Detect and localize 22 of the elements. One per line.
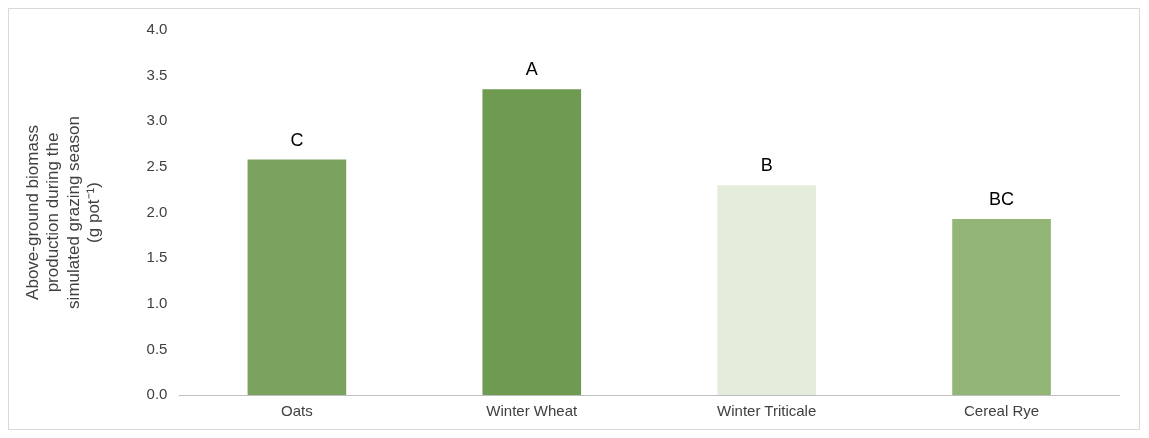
x-tick-label: Winter Triticale [717,402,817,420]
annotation: C [290,129,304,150]
annotation: B [760,155,773,176]
y-tick-label: 3.0 [146,111,168,129]
annotation: A [525,59,538,80]
x-tick-label: Winter Wheat [486,402,579,420]
x-tick-label: Cereal Rye [964,402,1040,420]
bar [717,185,816,395]
bar [952,218,1051,395]
y-tick-label: 0.0 [146,385,168,403]
y-tick-label: 0.5 [146,339,168,357]
y-tick-label: 3.5 [146,65,168,83]
y-tick-label: 4.0 [146,20,168,38]
annotation: BC [989,188,1015,209]
y-tick-label: 1.0 [146,293,168,311]
y-tick-label: 1.5 [146,248,168,266]
y-tick-label: 2.0 [146,202,168,220]
bar [247,159,347,395]
y-axis-title: Above-ground biomass production during the simulated grazing season (g pot⁻¹) [22,116,104,309]
y-tick-label: 2.5 [146,157,168,175]
bar [482,89,582,395]
x-tick-label: Oats [281,402,313,420]
